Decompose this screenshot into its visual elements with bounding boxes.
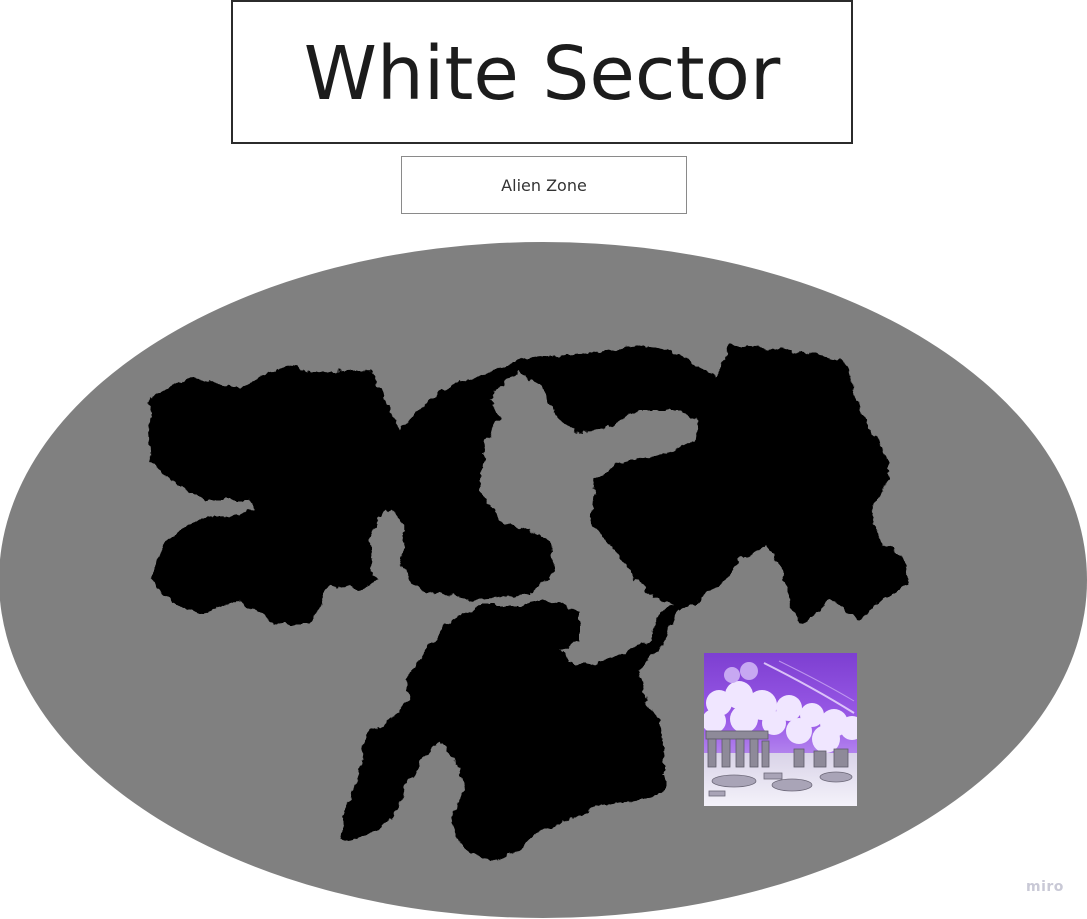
miro-watermark: miro xyxy=(1026,879,1064,895)
page-title: White Sector xyxy=(303,31,781,117)
subtitle-label: Alien Zone xyxy=(501,175,587,195)
alien-ruins-image[interactable] xyxy=(704,653,857,806)
inland-lakes xyxy=(370,510,405,585)
ruins-illustration xyxy=(704,653,857,806)
title-sticky[interactable]: White Sector xyxy=(231,0,853,144)
landmass xyxy=(148,345,910,862)
subtitle-sticky[interactable]: Alien Zone xyxy=(401,156,687,214)
